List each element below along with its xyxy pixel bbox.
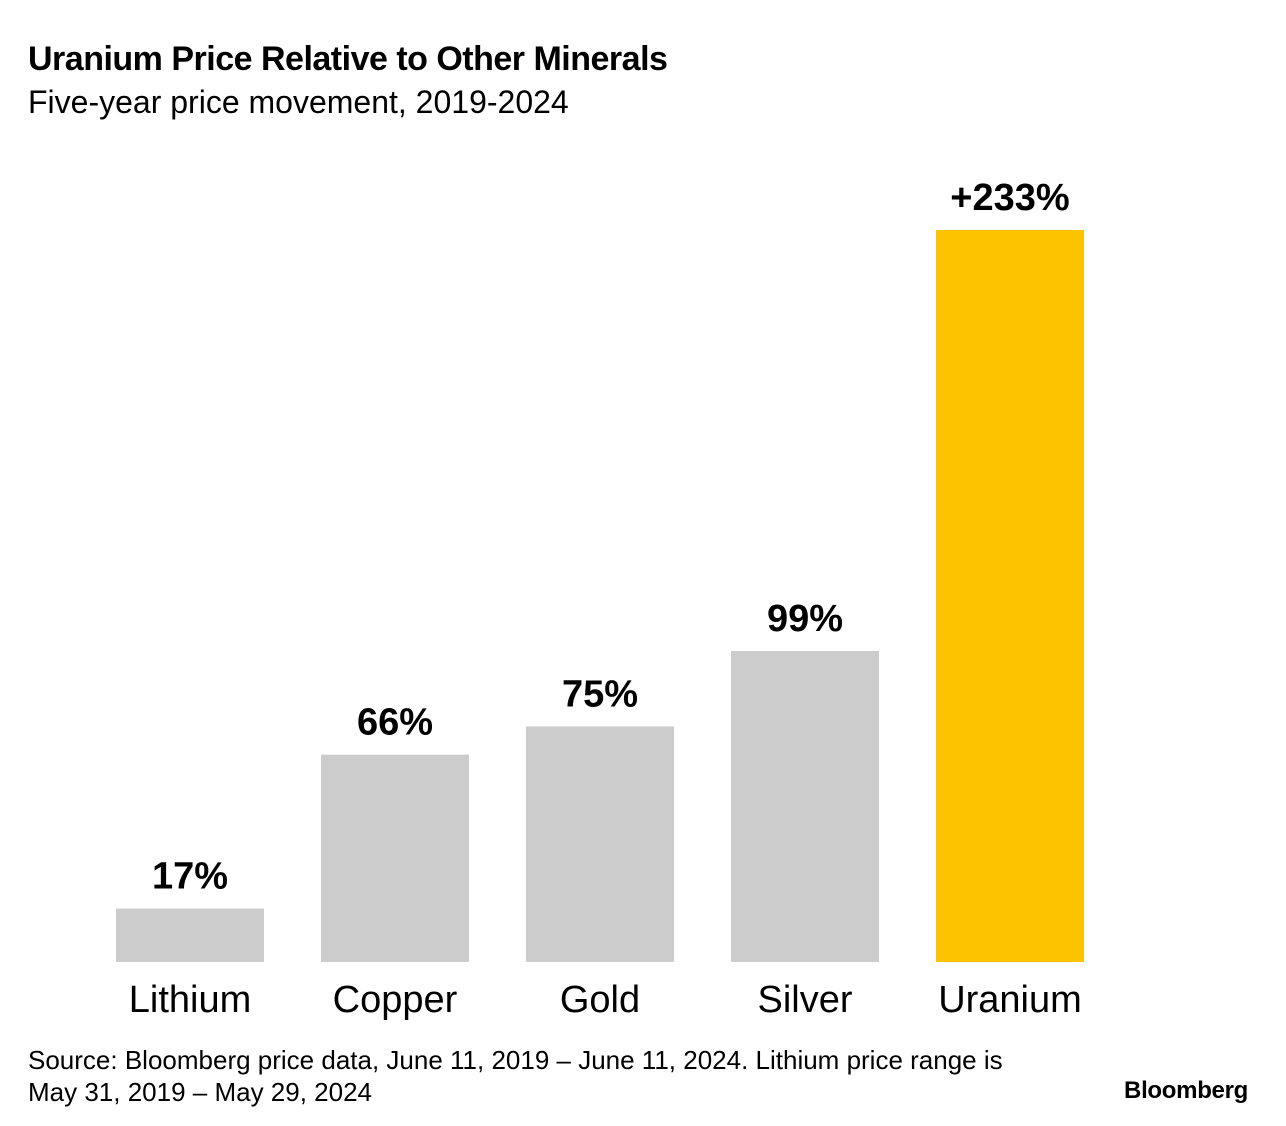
category-labels-group: Lithium Copper Gold Silver Uranium — [129, 979, 1082, 1021]
bloomberg-logo: Bloomberg — [1124, 1077, 1248, 1104]
bars-group — [116, 230, 1084, 962]
bar-gold — [526, 726, 674, 962]
category-label-uranium: Uranium — [938, 979, 1082, 1021]
category-label-gold: Gold — [560, 979, 640, 1021]
category-label-silver: Silver — [757, 979, 852, 1021]
value-label-silver: 99% — [767, 598, 843, 640]
value-label-gold: 75% — [562, 673, 638, 715]
bar-uranium — [936, 230, 1084, 962]
bar-chart: 17% 66% 75% 99% +233% Lithium Copper Gold Silve… — [116, 177, 1084, 1021]
value-label-copper: 66% — [357, 702, 433, 744]
category-label-lithium: Lithium — [129, 979, 252, 1021]
category-label-copper: Copper — [333, 979, 458, 1021]
source-note: Source: Bloomberg price data, June 11, 2… — [28, 1045, 1003, 1107]
chart-subtitle: Five-year price movement, 2019-2024 — [28, 84, 569, 120]
value-labels-group: 17% 66% 75% 99% +233% — [152, 177, 1070, 898]
bar-silver — [731, 650, 879, 962]
bar-copper — [321, 754, 469, 962]
bar-lithium — [116, 908, 264, 962]
value-label-lithium: 17% — [152, 856, 228, 898]
value-label-uranium: +233% — [950, 177, 1069, 219]
chart-title: Uranium Price Relative to Other Minerals — [28, 40, 668, 78]
